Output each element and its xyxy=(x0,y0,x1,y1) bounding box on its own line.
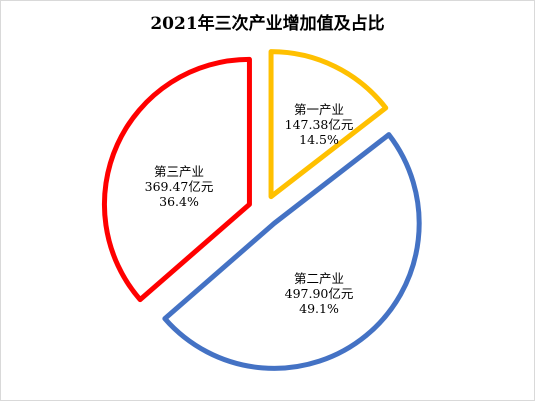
slice-label-percent-2: 49.1% xyxy=(299,301,339,316)
slice-label-name-1: 第一产业 xyxy=(294,102,344,117)
slice-label-name-2: 第二产业 xyxy=(294,271,344,286)
chart-title: 2021年三次产业增加值及占比 xyxy=(150,14,385,34)
slice-label-name-3: 第三产业 xyxy=(154,164,204,179)
pie-slice-2 xyxy=(162,132,422,371)
slice-label-percent-3: 36.4% xyxy=(159,194,199,209)
slice-label-value-1: 147.38亿元 xyxy=(285,117,354,132)
pie-slice-1 xyxy=(268,49,389,200)
slice-label-percent-1: 14.5% xyxy=(299,132,339,147)
slice-label-value-2: 497.90亿元 xyxy=(285,286,354,301)
pie-slice-3 xyxy=(101,56,252,303)
slice-label-value-3: 369.47亿元 xyxy=(145,179,214,194)
